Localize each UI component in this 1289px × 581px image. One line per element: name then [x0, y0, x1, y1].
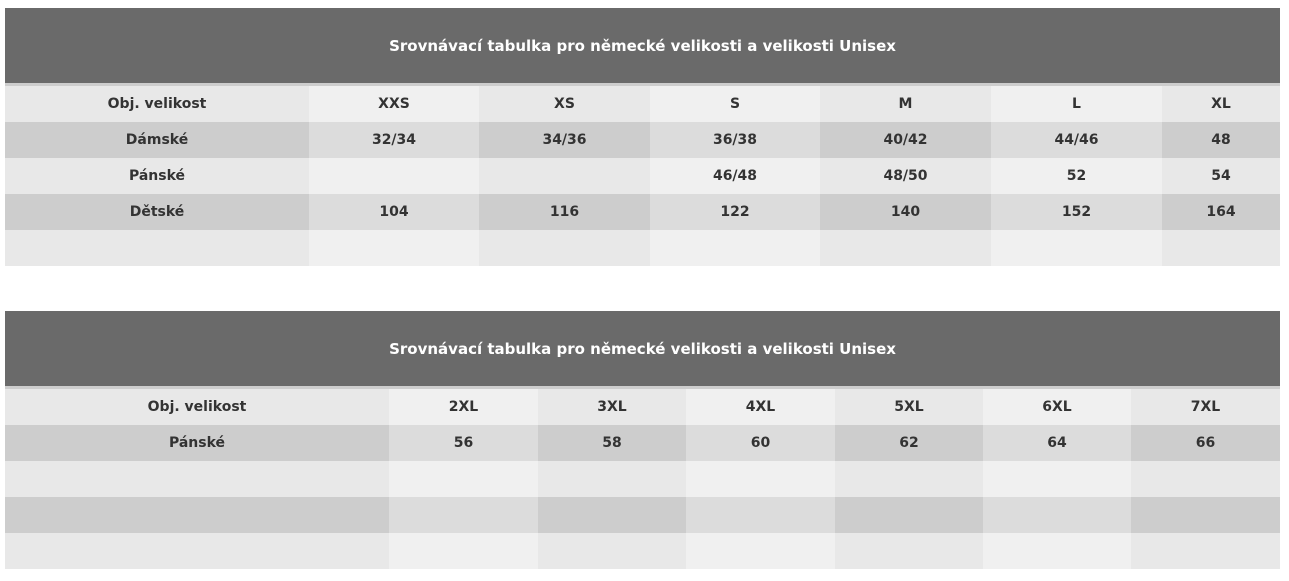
table-cell: 2XL — [389, 387, 538, 425]
table-cell — [389, 533, 538, 569]
table-cell: 36/38 — [650, 122, 820, 158]
table-cell — [309, 158, 479, 194]
table-cell — [309, 230, 479, 266]
table-cell — [538, 461, 686, 497]
row-label — [5, 230, 309, 266]
table-title: Srovnávací tabulka pro německé velikosti… — [5, 8, 1281, 86]
table-cell — [686, 461, 835, 497]
table-row: Dámské 32/34 34/36 36/38 40/42 44/46 48 — [5, 122, 1281, 158]
table-row — [5, 461, 1281, 497]
table-cell: 7XL — [1131, 387, 1281, 425]
table-cell — [983, 533, 1131, 569]
table-cell: 58 — [538, 425, 686, 461]
table-cell: 32/34 — [309, 122, 479, 158]
table-cell: 152 — [991, 194, 1162, 230]
table-cell — [538, 533, 686, 569]
header-row: Obj. velikost XXS XS S M L XL — [5, 84, 1281, 122]
table-cell: XXS — [309, 84, 479, 122]
table-cell: 46/48 — [650, 158, 820, 194]
table-cell — [1131, 497, 1281, 533]
table-cell: 34/36 — [479, 122, 650, 158]
table-cell — [479, 230, 650, 266]
table-cell: XL — [1162, 84, 1281, 122]
size-table-2: Srovnávací tabulka pro německé velikosti… — [5, 311, 1281, 569]
table-cell — [686, 497, 835, 533]
table-cell — [650, 230, 820, 266]
header-row: Obj. velikost 2XL 3XL 4XL 5XL 6XL 7XL — [5, 387, 1281, 425]
table-cell — [479, 158, 650, 194]
row-label — [5, 533, 389, 569]
table-cell — [389, 461, 538, 497]
table-cell — [835, 461, 983, 497]
table-cell: 122 — [650, 194, 820, 230]
size-table-1: Srovnávací tabulka pro německé velikosti… — [5, 8, 1281, 266]
table-cell — [835, 533, 983, 569]
table-cell — [1162, 230, 1281, 266]
table-cell: 64 — [983, 425, 1131, 461]
table-cell: 6XL — [983, 387, 1131, 425]
table-cell: 5XL — [835, 387, 983, 425]
table-cell — [820, 230, 991, 266]
table-cell: 62 — [835, 425, 983, 461]
table-cell: 60 — [686, 425, 835, 461]
table-cell — [538, 497, 686, 533]
table-cell: 48 — [1162, 122, 1281, 158]
table-cell — [991, 230, 1162, 266]
table-cell — [983, 461, 1131, 497]
table-cell: 54 — [1162, 158, 1281, 194]
row-label — [5, 497, 389, 533]
table-row: Pánské 46/48 48/50 52 54 — [5, 158, 1281, 194]
row-label: Obj. velikost — [5, 387, 389, 425]
table-row: Dětské 104 116 122 140 152 164 — [5, 194, 1281, 230]
table-cell: 140 — [820, 194, 991, 230]
table-row: Pánské 56 58 60 62 64 66 — [5, 425, 1281, 461]
table-cell: XS — [479, 84, 650, 122]
table-cell: 44/46 — [991, 122, 1162, 158]
table-cell: M — [820, 84, 991, 122]
row-label: Obj. velikost — [5, 84, 309, 122]
table-cell: 40/42 — [820, 122, 991, 158]
table-row — [5, 533, 1281, 569]
row-label: Pánské — [5, 425, 389, 461]
table-cell: 164 — [1162, 194, 1281, 230]
row-label: Pánské — [5, 158, 309, 194]
table-cell — [1131, 461, 1281, 497]
table-cell: 66 — [1131, 425, 1281, 461]
row-label: Dámské — [5, 122, 309, 158]
table-cell: 116 — [479, 194, 650, 230]
table-cell: 104 — [309, 194, 479, 230]
row-label — [5, 461, 389, 497]
table-cell — [983, 497, 1131, 533]
table-cell: 52 — [991, 158, 1162, 194]
table-cell — [835, 497, 983, 533]
table-title: Srovnávací tabulka pro německé velikosti… — [5, 311, 1281, 389]
table-cell — [389, 497, 538, 533]
table-cell — [686, 533, 835, 569]
table-cell: 3XL — [538, 387, 686, 425]
table-cell: 48/50 — [820, 158, 991, 194]
table-cell — [1131, 533, 1281, 569]
table-row — [5, 497, 1281, 533]
table-cell: L — [991, 84, 1162, 122]
table-row — [5, 230, 1281, 266]
table-cell: 56 — [389, 425, 538, 461]
row-label: Dětské — [5, 194, 309, 230]
table-cell: S — [650, 84, 820, 122]
table-cell: 4XL — [686, 387, 835, 425]
